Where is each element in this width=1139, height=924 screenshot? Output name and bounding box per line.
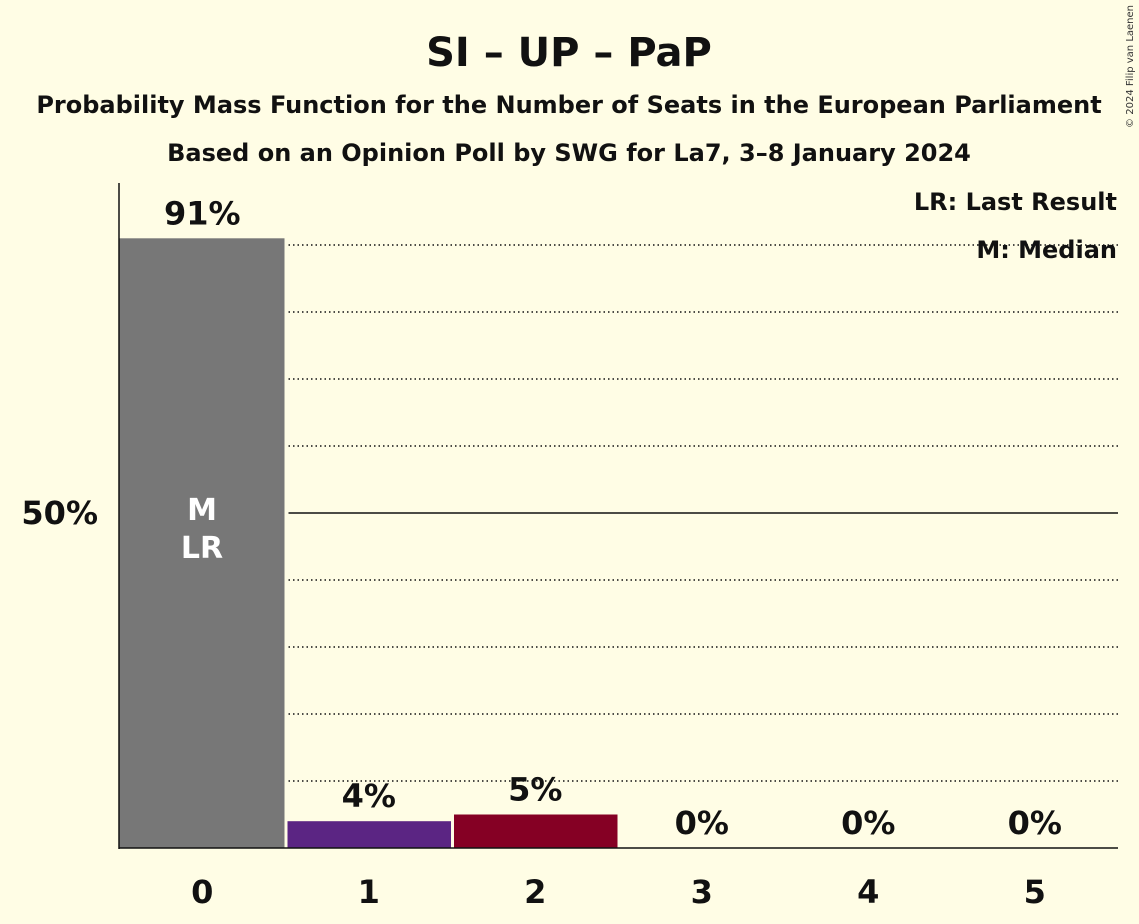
x-tick-label-2: 2 [524, 873, 546, 911]
y-tick-label: 50% [21, 494, 98, 532]
x-tick-label-5: 5 [1024, 873, 1046, 911]
bar-0-seats [119, 238, 285, 849]
x-tick-label-4: 4 [857, 873, 879, 911]
value-label-4: 0% [841, 804, 895, 842]
median-marker: M [187, 493, 217, 528]
chart-subtitle: Probability Mass Function for the Number… [36, 91, 1101, 119]
chart-title: SI – UP – PaP [426, 30, 712, 76]
last-result-marker: LR [181, 531, 223, 566]
gridlines [288, 244, 1118, 782]
value-label-2: 5% [508, 771, 562, 809]
legend-last-result: LR: Last Result [914, 188, 1117, 216]
value-label-5: 0% [1008, 804, 1062, 842]
copyright-note: © 2024 Filip van Laenen [1125, 5, 1136, 128]
x-tick-label-0: 0 [191, 873, 213, 911]
legend-median: M: Median [976, 236, 1117, 264]
bar-1-seats [287, 821, 451, 848]
value-labels: 91% 4% 5% 0% 0% 0% [164, 194, 1062, 842]
x-tick-label-3: 3 [691, 873, 713, 911]
chart-source: Based on an Opinion Poll by SWG for La7,… [167, 139, 971, 167]
x-tick-labels: 0 1 2 3 4 5 [191, 873, 1046, 911]
value-label-0: 91% [164, 194, 241, 232]
x-tick-label-1: 1 [358, 873, 380, 911]
bar-2-seats [454, 814, 618, 848]
bars [119, 238, 618, 849]
value-label-3: 0% [675, 804, 729, 842]
value-label-1: 4% [342, 777, 396, 815]
